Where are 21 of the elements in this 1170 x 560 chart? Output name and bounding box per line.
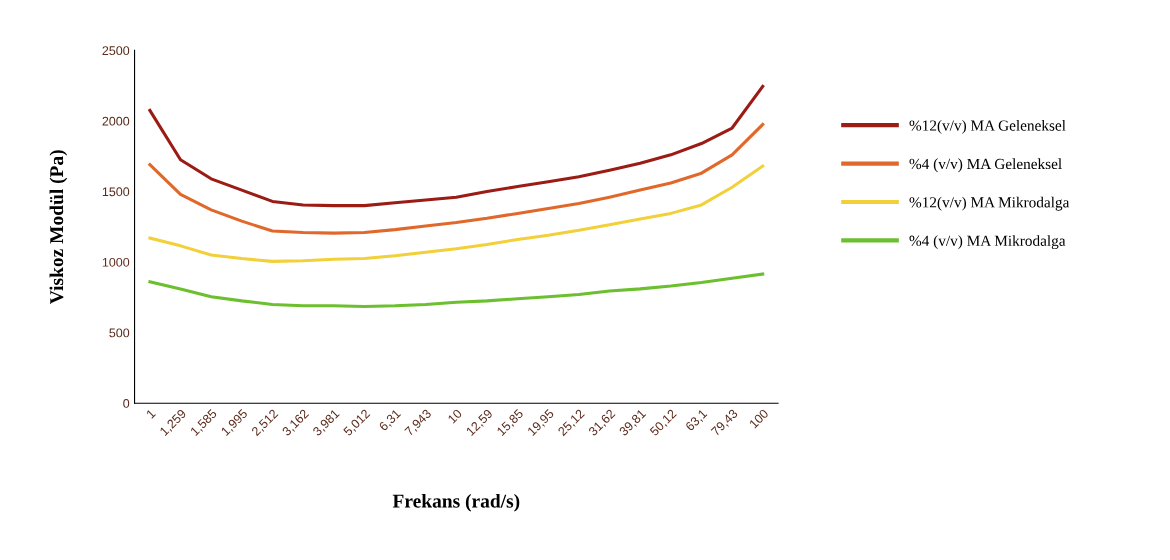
line-series [148, 122, 765, 235]
line-series [148, 164, 765, 263]
y-tick-label: 1500 [102, 187, 130, 197]
x-tick-label: 100 [748, 408, 769, 429]
y-tick-label: 0 [123, 399, 130, 408]
legend-label: %4 (v/v) MA Mikrodalga [909, 235, 1066, 250]
legend-label: %12(v/v) MA Geleneksel [909, 119, 1066, 134]
legend-label: %12(v/v) MA Mikrodalga [909, 196, 1070, 211]
y-tick-label: 500 [109, 328, 130, 338]
y-axis-title: Viskoz Modül (Pa) [49, 150, 68, 304]
x-tick-label: 63,1 [684, 408, 709, 433]
x-tick-label: 10 [447, 408, 463, 424]
x-axis-title: Frekans (rad/s) [392, 493, 520, 512]
line-series [148, 84, 765, 208]
y-tick-label: 2500 [102, 46, 130, 56]
legend-label: %4 (v/v) MA Geleneksel [909, 158, 1062, 173]
line-series [148, 272, 765, 309]
y-tick-label: 1000 [102, 257, 130, 267]
y-tick-label: 2000 [102, 116, 130, 126]
x-tick-label: 6,31 [378, 408, 403, 433]
x-tick-label: 1 [145, 408, 156, 419]
